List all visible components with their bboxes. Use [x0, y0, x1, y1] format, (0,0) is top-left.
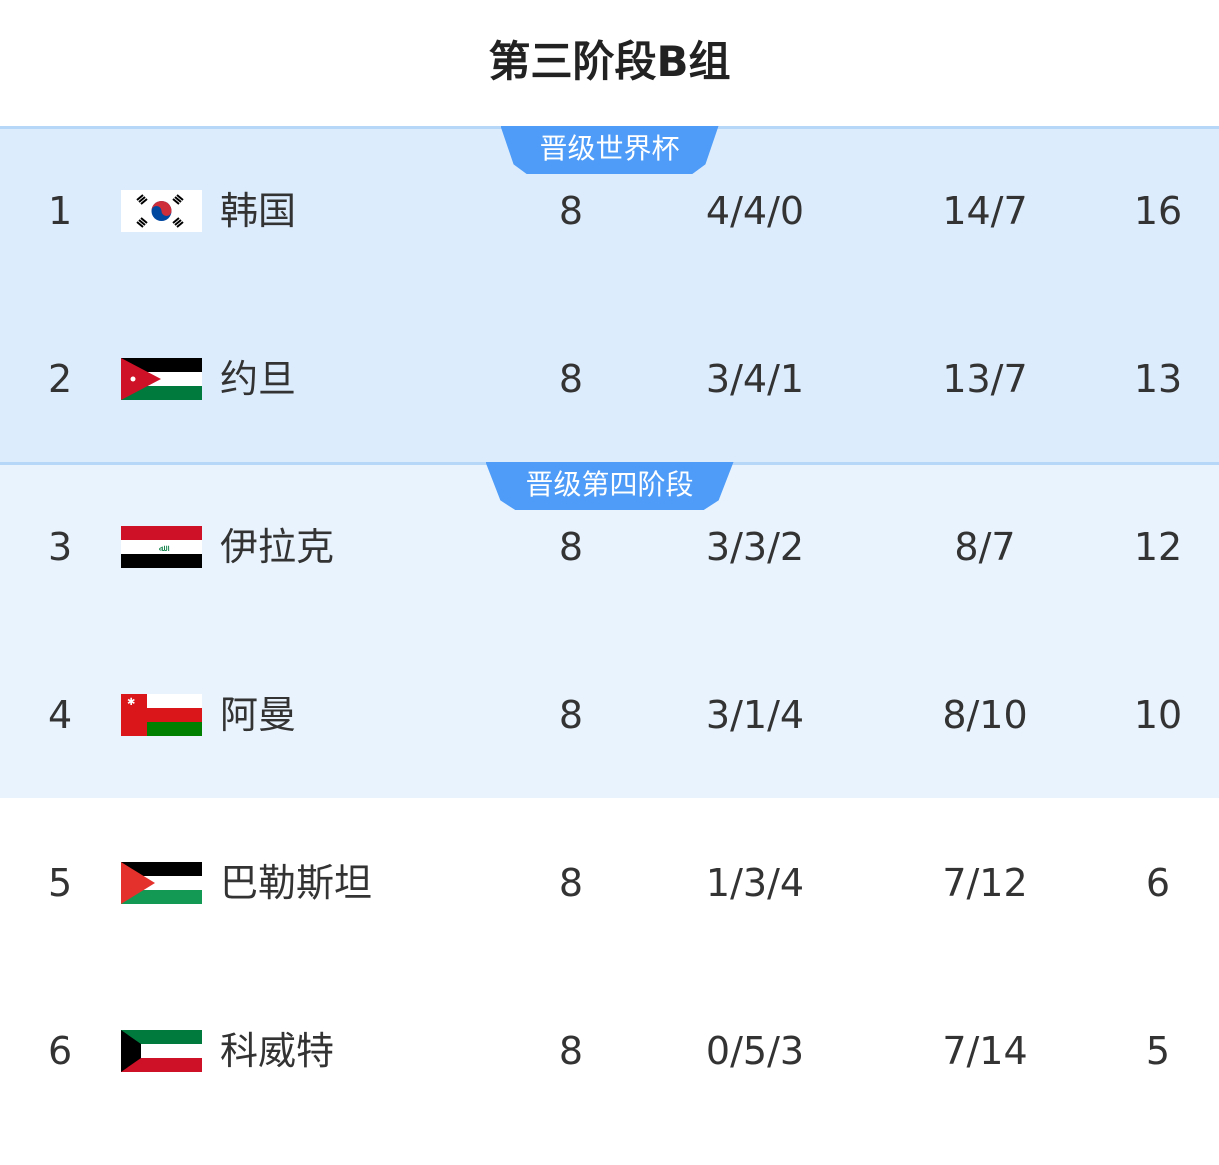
team-name[interactable]: 科威特	[220, 1029, 335, 1073]
rank: 4	[48, 693, 73, 737]
team-name[interactable]: 巴勒斯坦	[220, 861, 373, 905]
win-draw-loss: 3/4/1	[705, 357, 805, 401]
table-row[interactable]: 2 约旦 8 3/4/1 13/7 13	[0, 349, 1219, 409]
rank: 5	[48, 861, 73, 905]
win-draw-loss: 0/5/3	[705, 1029, 805, 1073]
goals: 7/14	[942, 1029, 1028, 1073]
points: 6	[1145, 861, 1171, 905]
table-row[interactable]: 5 巴勒斯坦 8 1/3/4 7/12 6	[0, 853, 1219, 913]
south-korea-flag-icon	[121, 190, 202, 232]
page-title: 第三阶段B组	[488, 37, 731, 86]
points: 12	[1133, 525, 1183, 569]
team-name[interactable]: 约旦	[220, 357, 297, 401]
played: 8	[558, 861, 584, 905]
played: 8	[558, 525, 584, 569]
played: 8	[558, 1029, 584, 1073]
team-name[interactable]: 阿曼	[220, 693, 297, 737]
table-row[interactable]: 4 ✱ 阿曼 8 3/1/4 8/10 10	[0, 685, 1219, 745]
table-row[interactable]: 1 韩国 8 4/4/0 14/7 16	[0, 181, 1219, 241]
iraq-flag-icon: ﷲ	[121, 526, 202, 568]
fourth-stage-zone: 晋级第四阶段	[0, 462, 1219, 798]
rank: 3	[48, 525, 73, 569]
table-row[interactable]: 3 ﷲ 伊拉克 8 3/3/2 8/7 12	[0, 517, 1219, 577]
goals: 14/7	[942, 189, 1028, 233]
played: 8	[558, 693, 584, 737]
rank: 6	[48, 1029, 73, 1073]
goals: 8/10	[942, 693, 1028, 737]
rank: 1	[48, 189, 73, 233]
world-cup-zone: 晋级世界杯	[0, 126, 1219, 463]
points: 13	[1133, 357, 1183, 401]
win-draw-loss: 3/3/2	[705, 525, 805, 569]
zone-badge-world-cup: 晋级世界杯	[500, 126, 719, 174]
jordan-flag-icon	[121, 358, 202, 400]
table-row[interactable]: 6 科威特 8 0/5/3 7/14 5	[0, 1021, 1219, 1081]
win-draw-loss: 1/3/4	[705, 861, 805, 905]
win-draw-loss: 3/1/4	[705, 693, 805, 737]
points: 16	[1133, 189, 1183, 233]
goals: 7/12	[942, 861, 1028, 905]
goals: 8/7	[954, 525, 1016, 569]
svg-text:✱: ✱	[127, 697, 135, 708]
zone-badge-fourth-stage: 晋级第四阶段	[485, 462, 734, 510]
team-name[interactable]: 伊拉克	[220, 525, 335, 569]
points: 10	[1133, 693, 1183, 737]
palestine-flag-icon	[121, 862, 202, 904]
points: 5	[1145, 1029, 1171, 1073]
oman-flag-icon: ✱	[121, 694, 202, 736]
goals: 13/7	[942, 357, 1028, 401]
kuwait-flag-icon	[121, 1030, 202, 1072]
played: 8	[558, 189, 584, 233]
played: 8	[558, 357, 584, 401]
win-draw-loss: 4/4/0	[705, 189, 805, 233]
team-name[interactable]: 韩国	[220, 189, 297, 233]
rank: 2	[48, 357, 73, 401]
